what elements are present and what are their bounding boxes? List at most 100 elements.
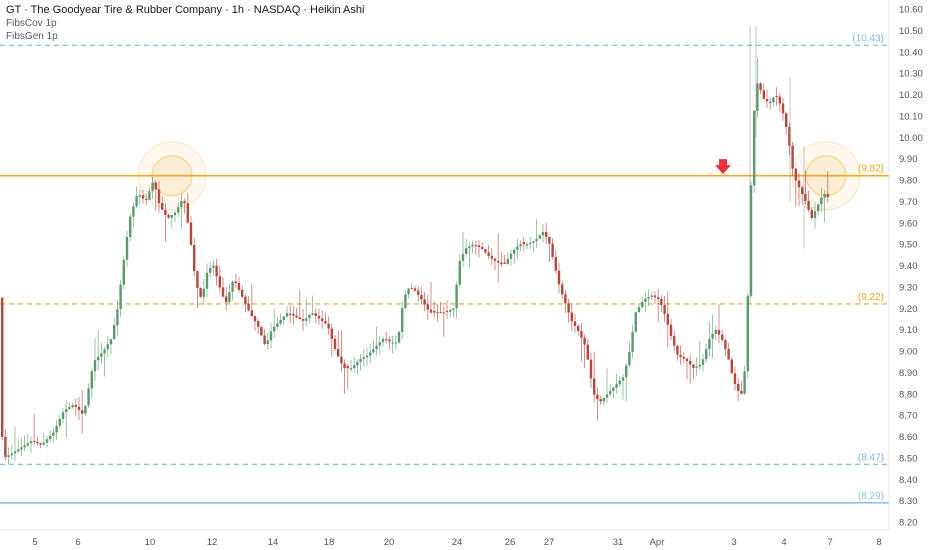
candle-body <box>525 244 529 246</box>
candle-body <box>423 299 426 305</box>
candle-body <box>340 356 343 364</box>
candle-body <box>276 323 279 327</box>
candle-body <box>145 199 148 201</box>
candle-body <box>631 331 634 352</box>
price-axis[interactable]: 10.60 10.50 10.40 10.30 10.20 10.10 10.00 9.90 9… <box>899 5 923 529</box>
candle-body <box>241 289 244 297</box>
candle-body <box>644 298 647 302</box>
price-tick-label: 10.30 <box>899 69 923 80</box>
candle-body <box>58 418 61 426</box>
candle-body <box>212 265 215 268</box>
time-axis[interactable]: 5 6 10 12 14 18 20 24 26 27 31 Apr 3 4 7 8 <box>32 537 881 548</box>
candle-body <box>337 349 340 357</box>
candle-body <box>90 371 93 389</box>
candle-body <box>461 253 465 261</box>
candle-body <box>794 168 797 181</box>
candle-body <box>186 203 189 223</box>
level-label: (9.22) <box>858 292 884 303</box>
indicator-fibscov[interactable]: FibsCov 1p <box>6 18 57 29</box>
candle-body <box>532 241 535 243</box>
candle-body <box>273 326 276 332</box>
candle-body <box>199 287 202 297</box>
candle-body <box>378 342 381 346</box>
level-labels: (10.43) (9.82) (9.22) (8.47) (8.29) <box>852 33 884 501</box>
candle-body <box>481 247 484 250</box>
candle-body <box>698 364 701 367</box>
candle-body <box>247 303 250 311</box>
level-label: (9.82) <box>858 164 884 175</box>
candle-body <box>407 288 410 295</box>
price-tick-label: 10.10 <box>899 111 923 122</box>
candle-body <box>429 309 433 313</box>
time-tick-label: 3 <box>731 537 736 548</box>
candle-body <box>609 390 612 395</box>
candle-body <box>804 194 807 201</box>
candle-body <box>666 313 669 325</box>
candle-body <box>439 312 442 314</box>
price-tick-label: 10.20 <box>899 90 923 101</box>
candle-body <box>813 211 817 219</box>
candle-body <box>468 246 471 249</box>
candle-body <box>541 231 545 236</box>
price-tick-label: 8.80 <box>899 389 918 400</box>
price-tick-label: 9.60 <box>899 218 918 229</box>
candle-body <box>151 182 154 192</box>
candle-body <box>717 329 721 335</box>
candle-body <box>26 443 29 446</box>
candle-body <box>436 312 439 314</box>
candle-body <box>573 321 577 326</box>
candle-body <box>266 340 269 345</box>
candle-body <box>577 325 580 331</box>
indicator-fibsgen[interactable]: FibsGen 1p <box>6 31 58 42</box>
price-tick-label: 9.70 <box>899 197 918 208</box>
candle-body <box>327 323 330 329</box>
candle-body <box>497 260 500 263</box>
candle-body <box>132 206 135 217</box>
candle-body <box>218 276 221 288</box>
candle-body <box>538 235 541 239</box>
price-tick-label: 9.40 <box>899 261 918 272</box>
candle-body <box>33 440 36 442</box>
candle-body <box>733 373 737 384</box>
candle-body <box>81 410 84 414</box>
candle-body <box>321 318 324 322</box>
candle-body <box>493 258 497 261</box>
candle-body <box>129 216 132 237</box>
candle-body <box>29 441 33 444</box>
candle-body <box>708 338 711 350</box>
candle-body <box>554 256 557 271</box>
candle-body <box>164 209 167 215</box>
candle-body <box>810 209 813 219</box>
candle-body <box>458 260 461 285</box>
candle-body <box>228 291 231 303</box>
time-tick-label: 31 <box>613 537 624 548</box>
candle-body <box>615 384 618 388</box>
candle-body <box>410 287 413 289</box>
candle-body <box>106 344 109 350</box>
candle-body <box>391 342 394 344</box>
candle-body <box>746 295 749 372</box>
candle-body <box>503 262 506 264</box>
candle-body <box>154 182 157 190</box>
candle-body <box>157 189 161 204</box>
symbol-title[interactable]: GT · The Goodyear Tire & Rubber Company … <box>6 4 365 16</box>
candle-body <box>740 390 743 394</box>
candle-body <box>36 441 39 444</box>
candle-body <box>471 244 474 247</box>
candle-body <box>820 197 823 205</box>
candle-body <box>775 95 778 97</box>
candle-body <box>183 201 186 204</box>
candle-body <box>279 320 282 324</box>
price-tick-label: 10.40 <box>899 47 923 58</box>
candle-body <box>282 316 285 321</box>
candle-body <box>788 126 791 146</box>
candle-body <box>39 443 42 445</box>
candle-body <box>420 294 423 300</box>
time-tick-label: 14 <box>268 537 279 548</box>
candle-body <box>237 283 241 290</box>
candle-body <box>817 204 820 212</box>
candle-body <box>673 336 676 346</box>
candle-body <box>737 383 740 391</box>
candle-body <box>45 439 49 443</box>
